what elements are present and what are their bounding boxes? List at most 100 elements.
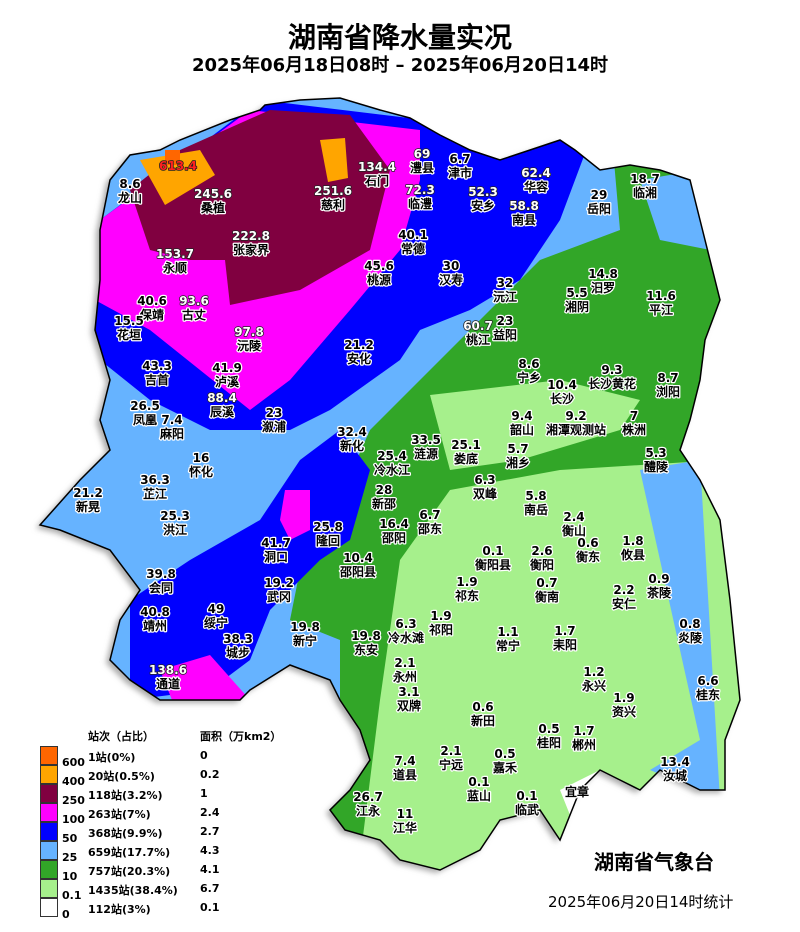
station-value: 153.7 [156,247,194,261]
station-会同: 39.8会同 [145,566,177,597]
station-value: 1.2 [583,665,604,679]
station-name: 会同 [149,580,173,595]
station-value: 0.5 [494,747,515,761]
station-name: 郴州 [572,738,596,752]
station-unnamed: 613.4 [158,158,197,174]
legend-count: 659站(17.7%) [88,846,171,859]
station-靖州: 40.8靖州 [139,604,171,635]
station-value: 25.1 [451,438,481,452]
station-value: 13.4 [660,755,690,769]
station-name: 通道 [156,676,180,691]
legend-area: 2.7 [200,825,220,838]
station-value: 0.1 [468,775,489,789]
station-石门: 134.4石门 [357,159,396,189]
station-新化: 32.4新化 [336,424,368,455]
station-value: 11.6 [646,289,676,303]
station-value: 40.6 [137,294,167,308]
rainfall-zone [280,490,310,540]
station-保靖: 40.6保靖 [136,293,168,324]
legend-tick: 25 [62,851,78,864]
station-name: 花垣 [117,327,141,342]
station-name: 衡阳县 [475,557,511,572]
station-value: 6.3 [474,473,495,487]
station-常宁: 1.1常宁 [495,624,522,655]
station-name: 桃源 [367,272,391,287]
station-新田: 0.6新田 [470,699,497,730]
station-name: 新宁 [293,633,317,648]
station-安乡: 52.3安乡 [467,184,498,214]
station-value: 6.7 [419,508,440,522]
station-value: 21.2 [344,338,374,352]
station-value: 19.8 [290,620,320,634]
station-value: 19.8 [351,629,381,643]
station-value: 38.3 [223,632,253,646]
station-name: 临武 [515,802,539,817]
station-永州: 2.1永州 [391,655,419,686]
station-value: 9.3 [601,363,622,377]
station-name: 益阳 [493,327,517,342]
station-value: 49 [208,602,225,616]
station-name: 衡东 [576,549,600,564]
station-value: 25.3 [160,509,190,523]
legend-count: 112站(3%) [88,903,151,916]
station-name: 涟源 [414,446,438,461]
station-吉首: 43.3吉首 [141,358,173,389]
station-value: 29 [591,188,608,202]
station-name: 株洲 [622,422,646,437]
station-value: 2.4 [563,510,584,524]
station-桃江: 60.7桃江 [462,318,493,348]
station-value: 88.4 [207,391,237,405]
station-value: 2.1 [440,744,461,758]
agency-name: 湖南省气象台 [594,850,714,874]
station-辰溪: 88.4辰溪 [206,390,237,420]
station-value: 7.4 [394,754,415,768]
station-安仁: 2.2安仁 [611,582,638,613]
station-value: 7.4 [161,413,182,427]
station-name: 安仁 [612,596,636,611]
rainfall-zone [140,150,215,205]
map-subtitle: 2025年06月18日08时 – 2025年06月20日14时 [191,55,609,76]
station-value: 30 [443,259,460,273]
legend-area: 4.3 [200,844,220,857]
station-value: 0.6 [577,536,598,550]
legend-count: 757站(20.3%) [88,865,171,878]
station-value: 23 [497,314,514,328]
station-value: 19.2 [264,576,294,590]
station-name: 桃江 [466,332,490,347]
station-value: 9.2 [565,409,586,423]
station-value: 33.5 [411,433,441,447]
station-临澧: 72.3临澧 [404,182,435,212]
station-name: 麻阳 [159,426,184,441]
station-value: 32.4 [337,425,367,439]
station-value: 18.7 [630,172,660,186]
station-value: 2.1 [394,656,415,670]
legend-swatch [40,803,58,822]
station-name: 保靖 [139,307,164,322]
station-name: 茶陵 [646,585,672,600]
station-name: 沅陵 [237,338,262,353]
station-name: 衡山 [562,523,586,538]
station-衡东: 0.6衡东 [575,535,602,566]
station-东安: 19.8东安 [350,628,382,659]
station-洪江: 25.3洪江 [159,508,191,539]
station-name: 怀化 [189,464,213,479]
rainfall-zone [320,138,348,182]
rainfall-zone [430,380,640,470]
station-茶陵: 0.9茶陵 [645,571,674,602]
legend-area: 0.2 [200,768,220,781]
station-value: 8.7 [657,371,678,385]
station-宜章: 宜章 [564,783,591,801]
station-name: 吉首 [145,372,169,387]
station-name: 洪江 [163,522,187,537]
station-双牌: 3.1双牌 [396,684,423,715]
legend-area: 1 [200,787,208,800]
station-name: 新化 [340,438,364,453]
station-value: 41.7 [261,536,291,550]
legend-count: 20站(0.5%) [88,770,155,783]
station-name: 衡南 [535,589,559,604]
station-value: 11 [397,807,414,821]
